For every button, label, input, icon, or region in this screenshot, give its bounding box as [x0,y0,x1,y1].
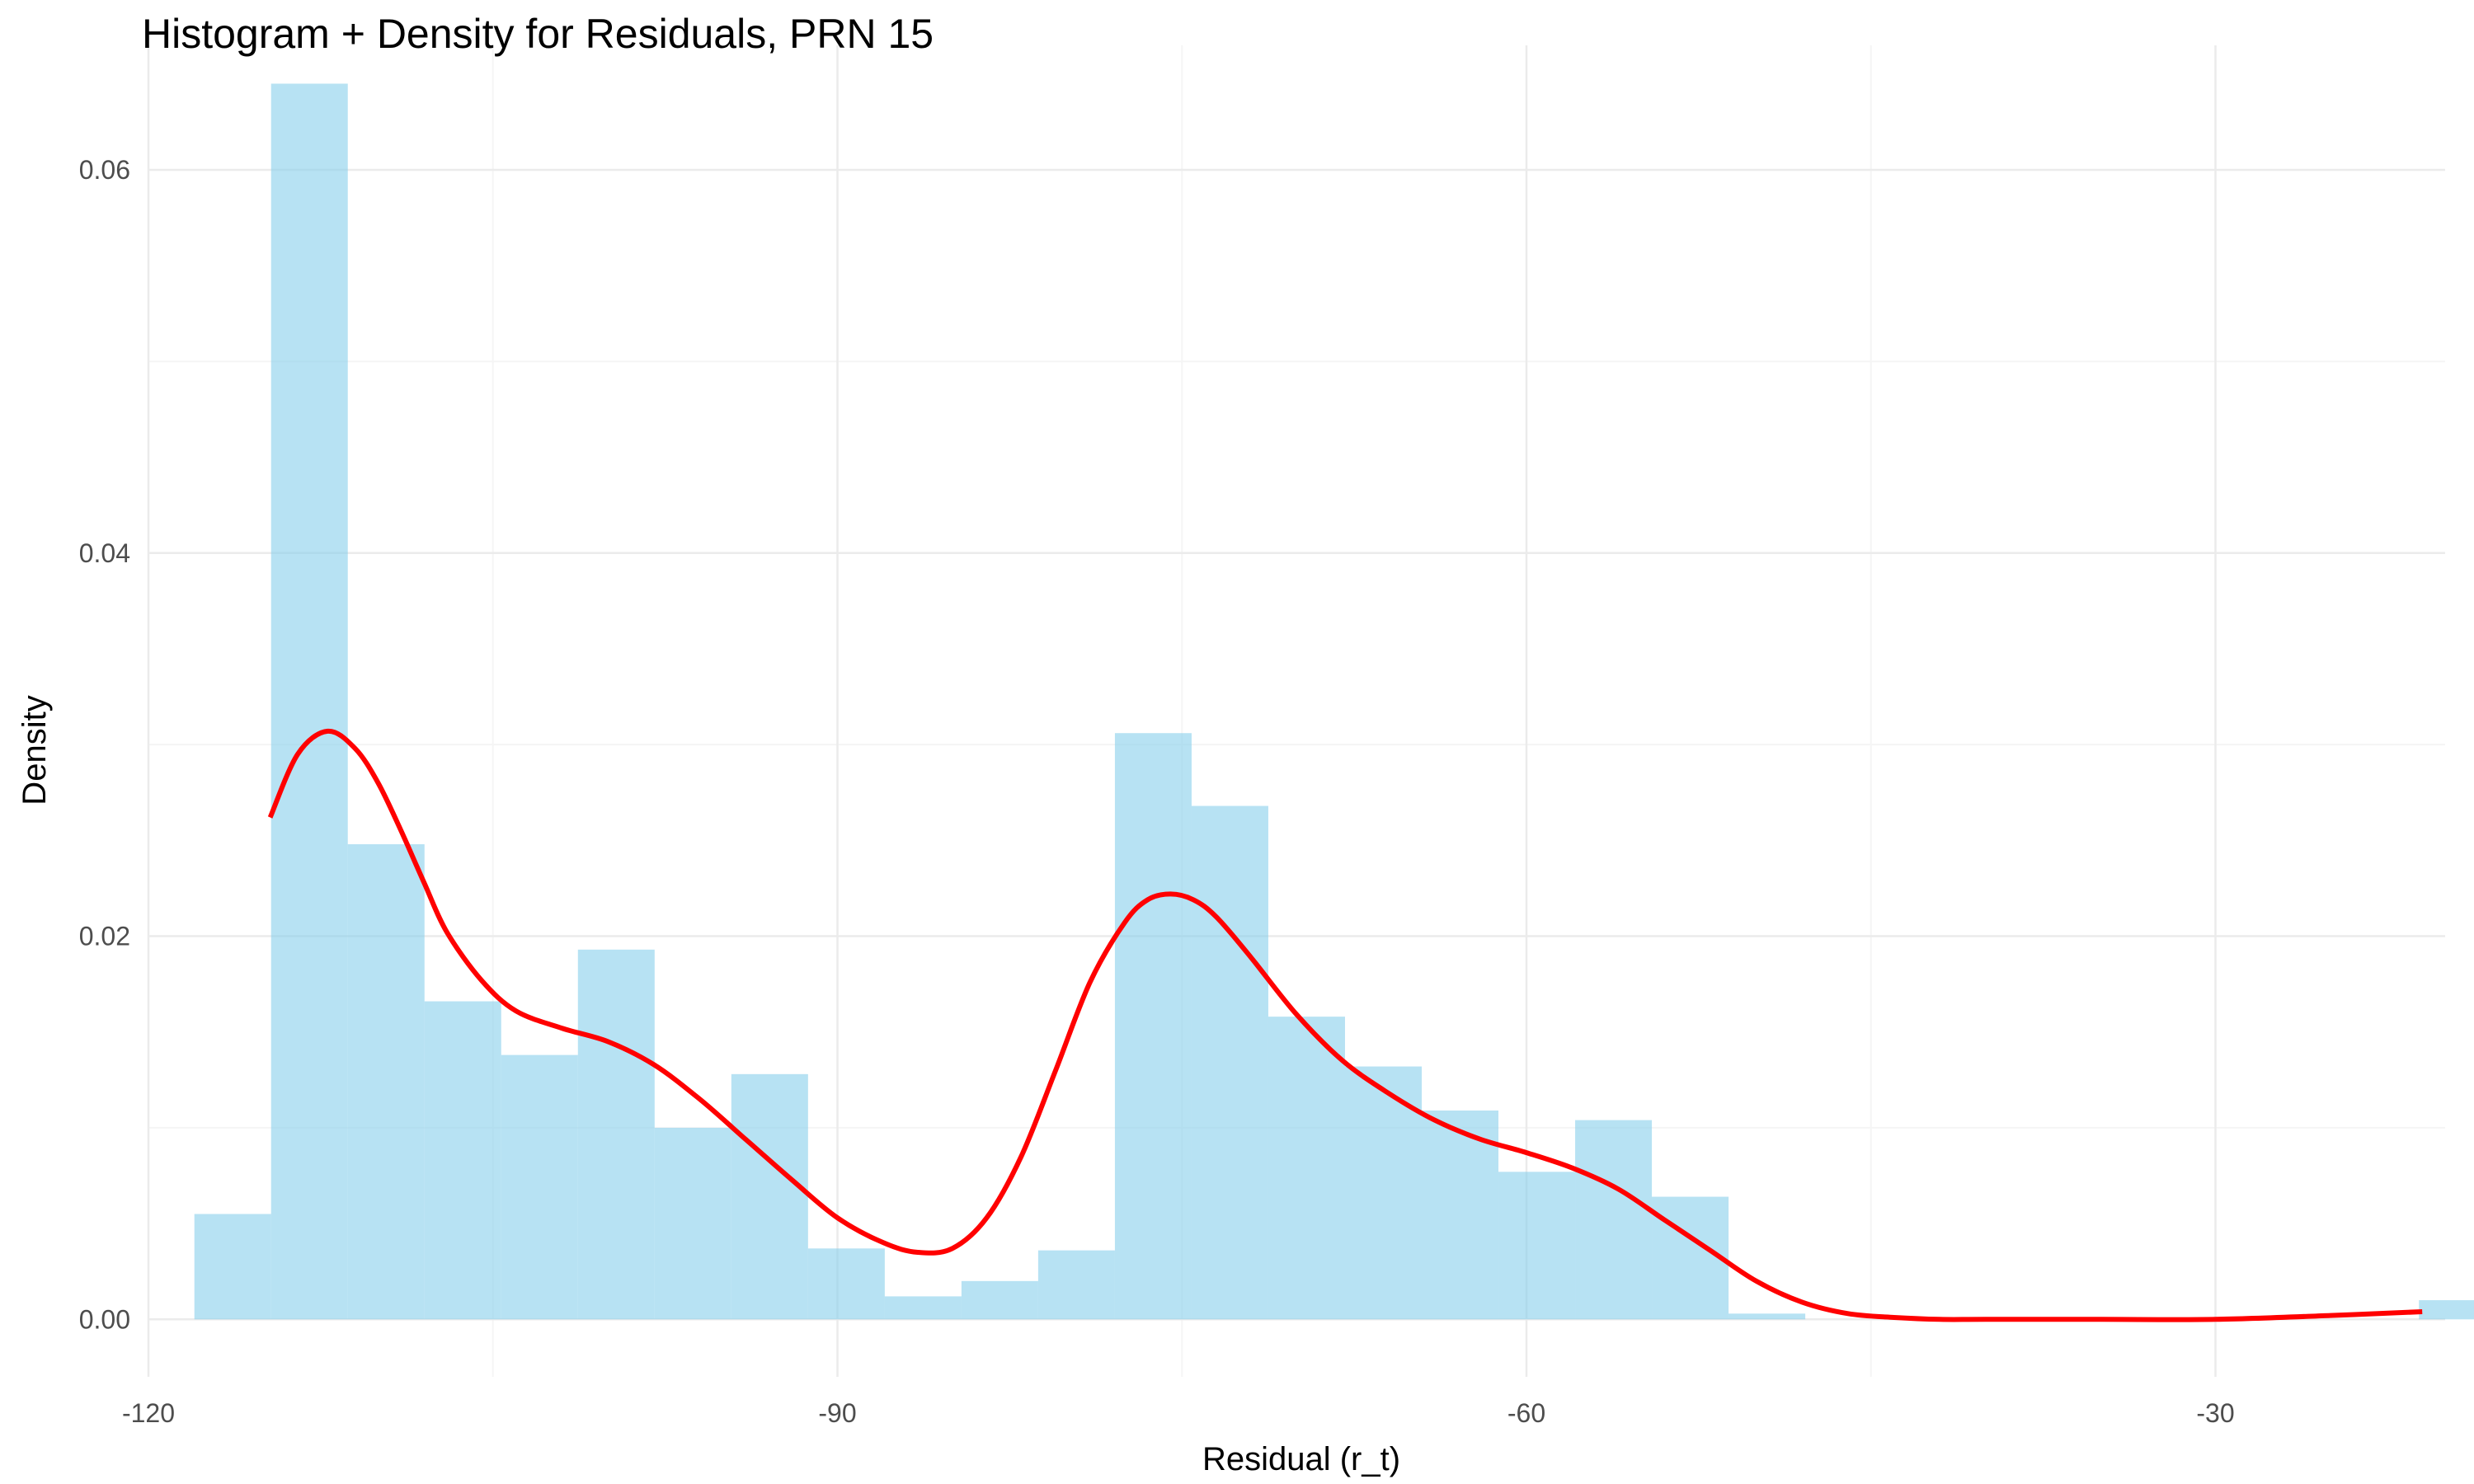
histogram-bar [1037,1250,1115,1320]
histogram-bar [807,1248,885,1320]
y-tick-label: 0.04 [79,538,130,568]
histogram-bar [884,1296,962,1320]
x-tick-label: -120 [122,1398,175,1428]
x-tick-label: -90 [818,1398,856,1428]
histogram-bar [424,1001,501,1320]
density-curve-layer [267,728,2423,1322]
y-tick-label: 0.06 [79,155,130,185]
histogram-bar [194,1214,271,1320]
y-tick-label: 0.00 [79,1304,130,1334]
histogram-bar [1575,1120,1653,1320]
chart-title: Histogram + Density for Residuals, PRN 1… [142,11,934,57]
x-tick-label: -30 [2196,1398,2234,1428]
histogram-bar [2419,1300,2474,1320]
histogram-bar [270,83,348,1320]
histogram-bar [347,844,425,1320]
histogram-bar [1268,1017,1345,1320]
histogram-bar [961,1280,1038,1320]
x-axis-title: Residual (r_t) [1202,1441,1400,1477]
y-tick-label: 0.02 [79,922,130,951]
histogram-bar [731,1073,808,1320]
histogram-bar [577,949,655,1320]
histogram-bar [1191,805,1268,1320]
density-curve [267,728,2423,1322]
histogram-bar [1114,733,1192,1320]
axis-layer: -120 -90 -60 -30 0.00 0.02 0.04 0.06 [79,155,2235,1428]
histogram-bar [1422,1111,1499,1320]
x-tick-label: -60 [1507,1398,1545,1428]
histogram-bar [1498,1172,1576,1320]
histogram-bar [501,1054,578,1320]
y-axis-title: Density [16,695,53,805]
histogram-bar [1729,1313,1806,1320]
histogram-bars [194,83,2474,1320]
histogram-bar [654,1127,731,1320]
